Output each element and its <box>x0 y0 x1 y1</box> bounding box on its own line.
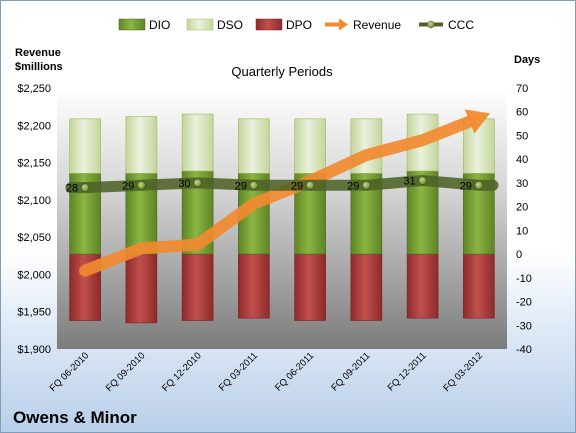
bar-dso <box>181 113 214 172</box>
ccc-point <box>137 180 146 190</box>
right-axis-tick-label: 70 <box>516 83 528 95</box>
left-axis-tick-label: $2,000 <box>17 269 51 281</box>
revenue-trend-line <box>79 115 476 277</box>
legend-label-dio: DIO <box>149 18 170 32</box>
left-axis-tick-label: $2,050 <box>17 232 51 244</box>
left-axis-tick-label: $2,150 <box>17 158 51 170</box>
right-axis-ticks: -40 -30 -20 -10 0 10 20 30 40 50 60 70 <box>516 83 532 356</box>
right-axis-tick-label: 50 <box>516 130 528 142</box>
ccc-line <box>65 175 499 194</box>
right-axis-tick-label: -30 <box>516 320 532 332</box>
legend-item-ccc: CCC <box>419 18 474 32</box>
bar-dpo <box>294 253 326 321</box>
right-axis-tick-label: 40 <box>516 154 528 166</box>
right-axis-tick-label: 20 <box>516 202 528 214</box>
bar-dso <box>125 116 158 174</box>
category-axis-label: FQ 06-2011 <box>273 350 316 393</box>
ccc-point <box>362 180 371 190</box>
chart-title: Quarterly Periods <box>231 64 333 79</box>
category-axis-labels: FQ 06-2010 FQ 09-2010 FQ 12-2010 FQ 03-2011… <box>48 350 485 394</box>
ccc-data-label: 29 <box>291 180 303 192</box>
left-axis-title-line-1: Revenue <box>15 47 61 59</box>
legend-swatch-dso <box>186 18 214 31</box>
bar-dpo <box>238 253 270 319</box>
bar-dso <box>69 118 101 174</box>
legend-swatch-dio <box>118 18 146 31</box>
legend-marker-ccc <box>427 20 435 29</box>
ccc-data-label: 29 <box>235 180 247 192</box>
ccc-point <box>249 180 259 190</box>
left-axis-tick-label: $2,250 <box>17 83 51 95</box>
right-axis-title: Days <box>514 54 540 66</box>
ccc-point <box>474 180 484 190</box>
company-name: Owens & Minor <box>13 408 137 427</box>
right-axis-tick-label: 60 <box>516 107 528 119</box>
ccc-point <box>305 180 315 190</box>
ccc-point <box>80 183 90 192</box>
legend-label-dpo: DPO <box>286 18 312 32</box>
ccc-data-label: 29 <box>347 180 359 192</box>
legend-item-dso: DSO <box>186 18 243 32</box>
legend-item-dio: DIO <box>118 18 170 32</box>
ccc-data-label: 31 <box>403 176 415 188</box>
category-axis-label: FQ 03-2011 <box>217 350 260 393</box>
legend-item-dpo: DPO <box>255 18 312 32</box>
bar-dso <box>238 118 270 174</box>
revenue-arrowhead <box>464 109 491 134</box>
left-axis-title-line-2: $millions <box>15 61 63 73</box>
ccc-data-label: 28 <box>66 183 78 195</box>
ccc-data-label: 29 <box>122 180 134 192</box>
left-axis-tick-label: $2,100 <box>17 195 51 207</box>
legend-swatch-dpo <box>255 18 283 31</box>
revenue-series <box>79 109 491 277</box>
right-axis-tick-label: -20 <box>516 297 532 309</box>
legend-item-revenue: Revenue <box>325 18 401 32</box>
category-axis-label: FQ 09-2011 <box>329 350 372 393</box>
category-axis-label: FQ 12-2011 <box>386 350 429 393</box>
left-axis-ticks: $1,900 $1,950 $2,000 $2,050 $2,100 $2,150 $2,2… <box>17 83 51 356</box>
right-axis-tick-label: 0 <box>516 249 522 261</box>
left-axis-tick-label: $1,950 <box>17 307 51 319</box>
legend-label-revenue: Revenue <box>353 18 401 32</box>
left-axis-tick-label: $1,900 <box>17 344 51 356</box>
legend-label-ccc: CCC <box>448 18 474 32</box>
right-axis-tick-label: -40 <box>516 344 532 356</box>
category-axis-label: FQ 03-2012 <box>441 350 485 394</box>
legend: DIO DSO DPO Revenue CCC <box>118 18 474 32</box>
ccc-point <box>193 178 202 188</box>
bar-dso <box>294 118 326 174</box>
legend-label-dso: DSO <box>217 18 243 32</box>
bar-dpo <box>125 253 158 324</box>
category-axis-label: FQ 06-2010 <box>48 350 92 394</box>
right-axis-tick-label: 10 <box>516 225 528 237</box>
ccc-data-label: 29 <box>460 180 472 192</box>
ccc-series: 28 29 30 29 29 29 31 29 <box>65 175 499 195</box>
bar-dpo <box>350 253 383 321</box>
bar-dpo <box>406 253 439 319</box>
bar-dpo <box>181 253 214 321</box>
ccc-data-label: 30 <box>178 178 190 190</box>
legend-arrow-revenue <box>325 18 348 31</box>
category-axis-label: FQ 12-2010 <box>160 350 204 394</box>
ccc-point <box>418 176 427 185</box>
right-axis-tick-label: 30 <box>516 178 528 190</box>
right-axis-tick-label: -10 <box>516 273 532 285</box>
left-axis-tick-label: $2,200 <box>17 120 51 132</box>
bar-dpo <box>463 253 495 319</box>
category-axis-label: FQ 09-2010 <box>104 350 148 394</box>
